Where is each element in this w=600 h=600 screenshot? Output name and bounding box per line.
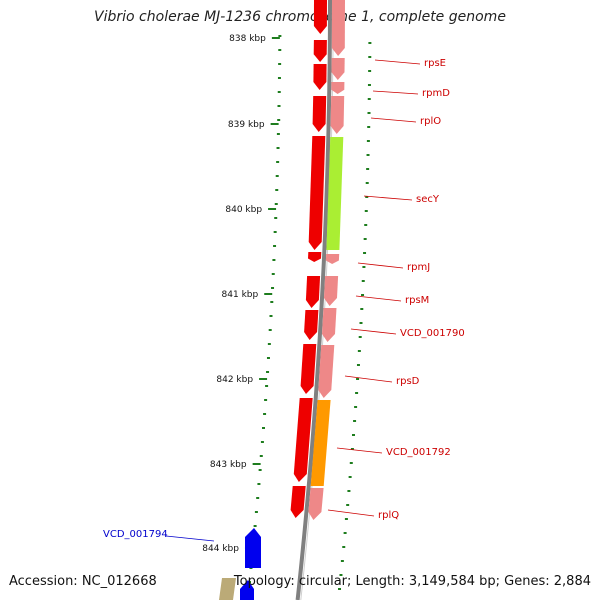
gene-arrow-reverse[interactable] [245,528,261,568]
kbp-label: 841 kbp [222,290,259,300]
gene-label-leader [355,295,402,302]
kbp-label: 844 kbp [202,544,239,554]
gene-label[interactable]: rpsE [424,58,446,69]
map-title: Vibrio cholerae MJ-1236 chromosome 1, co… [94,9,506,25]
gene-label-leader [357,262,404,269]
gene-arrow[interactable] [300,344,317,394]
gene-arrow[interactable] [293,398,313,482]
gene-label[interactable]: VCD_001794 [103,529,168,540]
gene-arrow[interactable] [322,308,337,342]
gene-arrow[interactable] [312,96,327,132]
gene-arrow[interactable] [290,486,306,518]
gene-label-leader [350,328,397,335]
gene-arrow[interactable] [331,82,345,94]
gene-label-leader [165,535,215,542]
gene-label[interactable]: VCD_001790 [400,328,465,339]
gene-arrow[interactable] [313,40,327,62]
gene-label-leader [336,447,383,454]
gene-label-leader [370,117,417,123]
gene-arrow[interactable] [313,64,327,90]
gene-label-leader [327,509,375,517]
gene-label-leader [363,195,413,201]
gene-arrow[interactable] [330,96,345,134]
gene-arrow-reverse[interactable] [240,580,254,600]
gene-label[interactable]: rpsM [405,295,429,306]
kbp-label: 842 kbp [216,375,253,385]
kbp-label: 839 kbp [228,120,265,130]
gene-arrow[interactable] [308,136,326,250]
kbp-label: 840 kbp [225,205,262,215]
gene-label-leader [374,59,421,65]
gene-arrow[interactable] [331,58,345,80]
kbp-label: 843 kbp [210,460,247,470]
gene-arrow[interactable] [310,400,331,486]
gene-arrow[interactable] [305,276,321,308]
gene-arrow[interactable] [308,252,322,262]
gene-arrow[interactable] [326,137,344,250]
gene-label[interactable]: rpsD [396,376,420,387]
gene-arrow[interactable] [318,345,335,398]
gene-label[interactable]: secY [416,194,440,205]
gene-label-leader [372,90,419,95]
gene-arrow[interactable] [308,488,324,520]
gene-arrow[interactable] [324,276,339,306]
gene-label[interactable]: rpmJ [407,262,430,273]
gene-label[interactable]: rplO [420,116,441,127]
gene-label[interactable]: VCD_001792 [386,447,451,458]
gene-arrow[interactable] [219,578,236,600]
kbp-label: 838 kbp [229,34,266,44]
gene-label-leader [344,375,393,383]
gene-arrow[interactable] [313,0,327,34]
chromosome-backbone [295,0,332,600]
gene-label[interactable]: rplQ [378,510,399,521]
gene-label[interactable]: rpmD [422,88,450,99]
gene-arrow[interactable] [331,0,345,56]
gene-arrow[interactable] [304,310,319,340]
gene-arrow[interactable] [325,254,340,264]
genome-summary-text: Topology: circular; Length: 3,149,584 bp… [233,574,591,589]
accession-text: Accession: NC_012668 [9,574,157,589]
